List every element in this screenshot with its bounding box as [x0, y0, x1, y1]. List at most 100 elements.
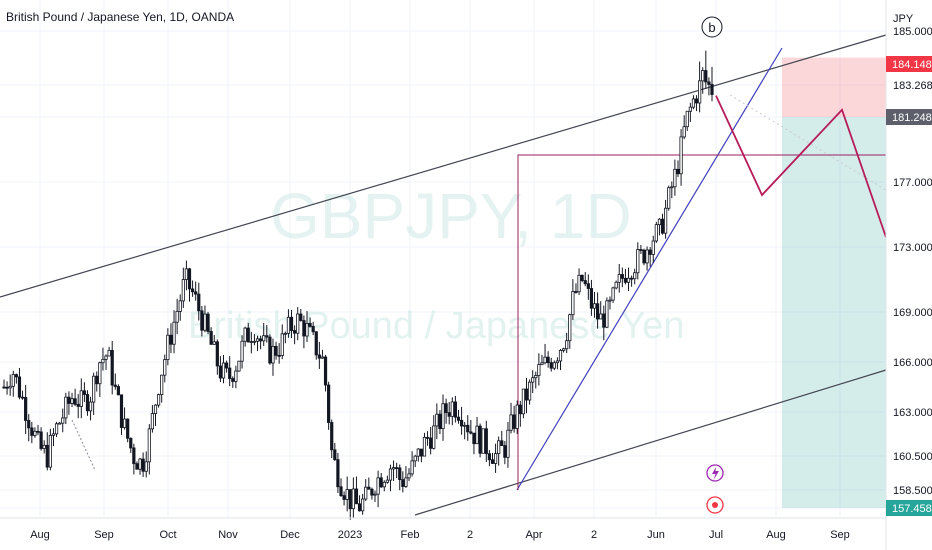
- candle-body: [249, 341, 253, 343]
- price-tick-label: 173.000: [893, 242, 932, 254]
- candle-body: [453, 401, 457, 418]
- candle-body: [61, 417, 65, 424]
- candle-body: [527, 381, 532, 401]
- candle-body: [531, 377, 535, 383]
- candle-body: [228, 367, 232, 379]
- time-axis[interactable]: Aug Sep Oct Nov Dec 2023 Feb 2 Apr 2 Jun Jul Aug Sep: [30, 529, 850, 541]
- candle-body: [419, 448, 423, 457]
- candle-body: [110, 349, 114, 386]
- candle-body: [305, 323, 309, 337]
- candle-body: [364, 486, 368, 500]
- candle-body: [639, 249, 643, 251]
- candle-body: [252, 340, 257, 343]
- candle-body: [463, 424, 467, 427]
- time-tick-label: Feb: [401, 529, 420, 541]
- rectangle-drawing[interactable]: [517, 154, 886, 490]
- wave-label-circle[interactable]: [701, 16, 723, 38]
- candle-body: [630, 277, 634, 280]
- price-axis[interactable]: [886, 0, 932, 550]
- grid-lines: [0, 0, 886, 518]
- channel-upper-line[interactable]: [0, 34, 887, 298]
- candle-body: [308, 323, 312, 327]
- candle-body: [203, 313, 207, 331]
- candle-body: [456, 416, 461, 421]
- time-tick-label: Apr: [525, 529, 542, 541]
- candle-body: [246, 327, 250, 343]
- candle-body: [8, 385, 12, 389]
- candle-body: [657, 218, 662, 226]
- candle-body: [608, 299, 612, 302]
- candle-body: [490, 459, 495, 464]
- candle-body: [175, 310, 179, 323]
- candle-body: [286, 316, 291, 334]
- candle-body: [701, 70, 705, 82]
- candle-body: [626, 277, 631, 283]
- channel-lower-line[interactable]: [414, 369, 887, 516]
- candle-body: [48, 434, 52, 468]
- candle-body: [14, 374, 18, 378]
- candle-body: [237, 360, 241, 372]
- take-profit-zone[interactable]: [782, 117, 886, 508]
- candle-body: [512, 414, 516, 429]
- candle-body: [79, 390, 83, 407]
- candle-body: [293, 330, 297, 334]
- candle-body: [187, 268, 192, 290]
- candle-body: [150, 413, 155, 430]
- candle-body: [524, 388, 529, 401]
- time-tick-label: Jun: [647, 529, 665, 541]
- candle-body: [571, 291, 575, 316]
- candle-body: [673, 168, 677, 188]
- candle-body: [561, 348, 566, 351]
- candle-body: [422, 436, 427, 457]
- time-tick-label: Aug: [766, 529, 786, 541]
- candle-body: [540, 362, 544, 365]
- candle-body: [122, 418, 127, 428]
- candle-body: [95, 375, 99, 385]
- candle-body: [503, 445, 507, 458]
- candle-body: [500, 440, 504, 447]
- candle-body: [194, 291, 198, 295]
- candle-body: [209, 331, 213, 345]
- candle-body: [676, 168, 680, 175]
- candle-body: [2, 386, 6, 389]
- candle-body: [367, 486, 371, 490]
- candle-body: [323, 356, 328, 386]
- candle-body: [667, 187, 671, 209]
- candle-body: [336, 459, 340, 488]
- candle-body: [42, 444, 46, 449]
- currency-label[interactable]: JPY: [893, 13, 914, 25]
- candle-body: [27, 420, 31, 429]
- stop-price-badge: 184.148: [886, 56, 932, 72]
- candle-body: [169, 334, 173, 345]
- candle-body: [404, 477, 408, 487]
- candle-body: [20, 396, 25, 399]
- candle-body: [534, 375, 538, 379]
- price-tick-label: 166.000: [893, 357, 932, 369]
- candle-body: [342, 495, 346, 500]
- ascending-trendline[interactable]: [516, 47, 783, 491]
- projected-wave-path[interactable]: [715, 95, 887, 238]
- candle-body: [664, 207, 668, 234]
- symbol-title[interactable]: British Pound / Japanese Yen, 1D, OANDA: [6, 10, 234, 24]
- candle-body: [70, 398, 74, 404]
- candle-body: [425, 436, 430, 439]
- candle-body: [602, 313, 606, 328]
- candle-body: [605, 300, 609, 328]
- candle-body: [92, 375, 96, 403]
- candle-body: [221, 362, 226, 379]
- stop-price: 184.148: [892, 59, 932, 71]
- candle-body: [212, 341, 216, 345]
- candle-body: [481, 428, 485, 454]
- target-price: 157.458: [892, 503, 932, 515]
- price-tick-label: 183.268: [893, 80, 932, 92]
- candle-body: [518, 404, 522, 415]
- stop-loss-zone[interactable]: [782, 57, 886, 117]
- candle-body: [583, 280, 587, 285]
- candle-body: [401, 479, 405, 487]
- candle-body: [478, 425, 482, 454]
- candle-body: [623, 277, 628, 283]
- candle-body: [156, 394, 161, 406]
- candle-body: [568, 314, 572, 342]
- candle-body: [76, 403, 80, 407]
